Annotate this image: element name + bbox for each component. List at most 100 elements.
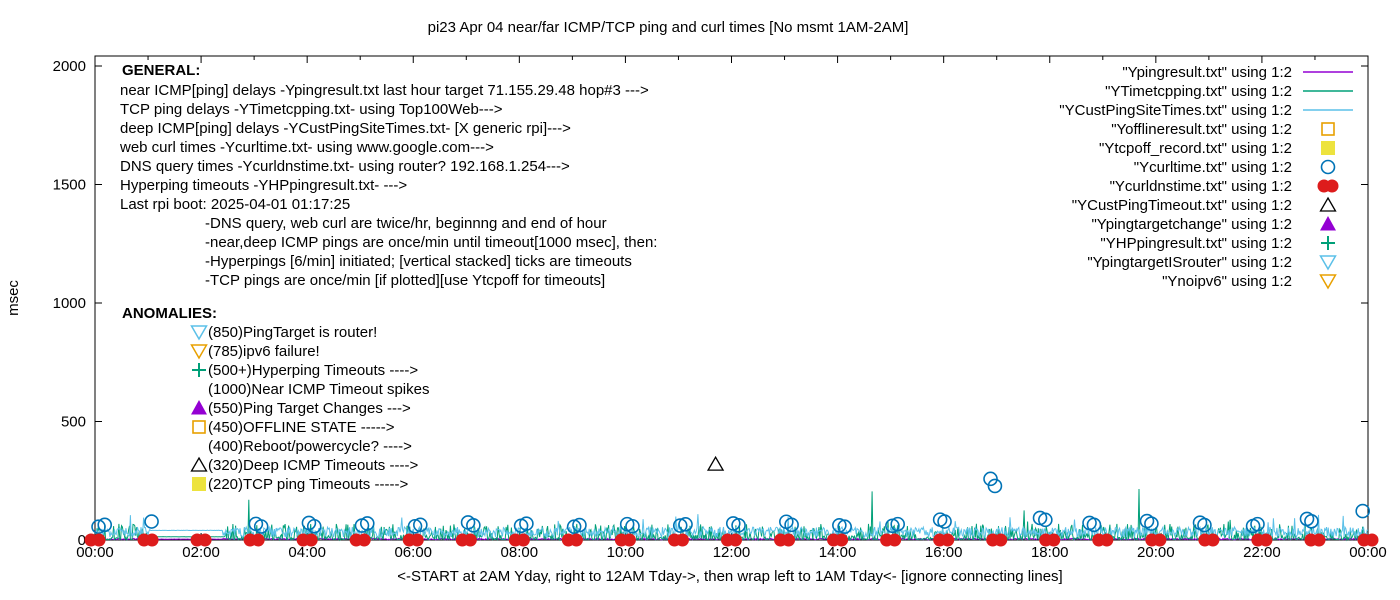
circle-open-marker bbox=[1038, 512, 1053, 528]
x-tick-label: 06:00 bbox=[394, 544, 432, 561]
anomaly-item-label: (220)TCP ping Timeouts -----> bbox=[208, 476, 408, 493]
circle-open-marker bbox=[837, 519, 852, 535]
legend-entry: "Ypingtargetchange" using 1:2 bbox=[1091, 216, 1336, 233]
circle-filled-marker bbox=[1259, 533, 1273, 547]
legend-entry: "Ycurltime.txt" using 1:2 bbox=[1134, 159, 1336, 176]
square-filled-marker bbox=[1321, 141, 1335, 155]
circle-open-marker bbox=[253, 519, 269, 534]
circle-filled-marker bbox=[835, 533, 849, 547]
general-line: Hyperping timeouts -YHPpingresult.txt- -… bbox=[120, 177, 407, 194]
x-tick-label: 14:00 bbox=[819, 544, 857, 561]
circle-filled-marker bbox=[569, 533, 583, 547]
circle-open-marker bbox=[731, 518, 746, 533]
legend-entry: "Ytcpoff_record.txt" using 1:2 bbox=[1099, 140, 1335, 157]
anomalies-heading: ANOMALIES: bbox=[122, 305, 217, 322]
circle-filled-marker bbox=[92, 533, 106, 547]
circle-open-marker bbox=[983, 471, 998, 487]
general-line: deep ICMP[ping] delays -YCustPingSiteTim… bbox=[120, 120, 571, 137]
square-filled-marker bbox=[192, 477, 206, 491]
legend-entry-label: "YCustPingSiteTimes.txt" using 1:2 bbox=[1059, 102, 1292, 119]
triangle-filled-marker bbox=[1320, 216, 1336, 231]
circle-open-marker bbox=[1250, 516, 1265, 532]
x-tick-label: 04:00 bbox=[288, 544, 326, 561]
plot-area: 0 500 1000 1500 2000 00:00 02:00 04:00 06:00 08:0… bbox=[53, 55, 1387, 561]
legend-entry-label: "Yofflineresult.txt" using 1:2 bbox=[1111, 121, 1292, 138]
y-tick-label: 2000 bbox=[53, 58, 86, 75]
triangle-down-open-marker bbox=[1319, 255, 1337, 271]
square-open-marker bbox=[192, 420, 206, 434]
axis-ticks: 0 500 1000 1500 2000 00:00 02:00 04:00 06:00 08:0… bbox=[53, 56, 1387, 561]
circle-open-marker bbox=[1304, 513, 1319, 529]
circle-open-marker bbox=[672, 518, 688, 533]
circle-open-marker bbox=[407, 518, 423, 534]
circle-filled-marker bbox=[888, 533, 902, 547]
circle-open-marker bbox=[144, 514, 159, 529]
general-line: TCP ping delays -YTimetcpping.txt- using… bbox=[120, 101, 503, 118]
circle-filled-marker bbox=[941, 533, 955, 547]
circle-filled-marker bbox=[994, 533, 1008, 547]
series-points-dns bbox=[84, 533, 1379, 547]
circle-open-marker bbox=[306, 518, 322, 534]
legend-entry-label: "YpingtargetISrouter" using 1:2 bbox=[1087, 254, 1292, 271]
circle-filled-marker bbox=[516, 533, 530, 547]
circle-open-marker bbox=[784, 517, 799, 533]
triangle-open-marker bbox=[706, 455, 725, 471]
circle-open-marker bbox=[359, 516, 375, 531]
legend-entry-label: "Ypingtargetchange" using 1:2 bbox=[1091, 216, 1292, 233]
circle-filled-marker bbox=[1153, 533, 1167, 547]
circle-filled-marker bbox=[410, 533, 424, 547]
square-open-marker bbox=[1321, 122, 1335, 136]
anomaly-item-label: (400)Reboot/powercycle? ----> bbox=[208, 438, 412, 455]
x-axis-label: <-START at 2AM Yday, right to 12AM Tday-… bbox=[397, 568, 1062, 585]
circle-filled-marker bbox=[304, 533, 318, 547]
circle-open-marker bbox=[987, 478, 1003, 494]
general-line: near ICMP[ping] delays -Ypingresult.txt … bbox=[120, 82, 649, 99]
circle-open-marker bbox=[832, 518, 847, 533]
general-block: GENERAL: near ICMP[ping] delays -Ypingres… bbox=[119, 62, 657, 289]
circle-open-marker bbox=[678, 517, 693, 532]
anomalies-block: ANOMALIES: (850)PingTarget is router! bbox=[122, 305, 377, 491]
circle-open-marker bbox=[1086, 517, 1102, 533]
anomaly-item-label: (320)Deep ICMP Timeouts ----> bbox=[208, 457, 418, 474]
legend: "Ypingresult.txt" using 1:2 "YTimetcpping… bbox=[1059, 64, 1353, 290]
legend-entry-label: "Ynoipv6" using 1:2 bbox=[1162, 273, 1292, 290]
circle-open-marker bbox=[413, 517, 428, 533]
circle-filled-marker bbox=[622, 533, 636, 547]
circle-open-marker bbox=[1197, 517, 1212, 533]
legend-entry: "Ycurldnstime.txt" using 1:2 bbox=[1110, 178, 1339, 195]
legend-entry: "YCustPingTimeout.txt" using 1:2 bbox=[1072, 196, 1337, 214]
legend-entry-label: "YHPpingresult.txt" using 1:2 bbox=[1100, 235, 1292, 252]
legend-entry-label: "YTimetcpping.txt" using 1:2 bbox=[1105, 83, 1292, 100]
anomaly-item-label: (450)OFFLINE STATE -----> bbox=[208, 419, 395, 436]
x-tick-label: 20:00 bbox=[1137, 544, 1175, 561]
x-tick-label: 00:00 bbox=[1349, 544, 1387, 561]
x-tick-label: 16:00 bbox=[925, 544, 963, 561]
general-line: web curl times -Ycurltime.txt- using www… bbox=[119, 139, 494, 156]
circle-open-marker bbox=[1144, 516, 1159, 531]
circle-filled-marker bbox=[145, 533, 159, 547]
legend-entry-label: "Ycurltime.txt" using 1:2 bbox=[1134, 159, 1292, 176]
circle-filled-marker bbox=[1100, 533, 1114, 547]
x-tick-label: 00:00 bbox=[76, 544, 114, 561]
legend-entry: "Yofflineresult.txt" using 1:2 bbox=[1111, 121, 1335, 138]
anomaly-item-label: (785)ipv6 failure! bbox=[208, 343, 320, 360]
general-line: DNS query times -Ycurldnstime.txt- using… bbox=[120, 158, 570, 175]
x-tick-label: 18:00 bbox=[1031, 544, 1069, 561]
anomaly-item-label: (1000)Near ICMP Timeout spikes bbox=[208, 381, 429, 398]
circle-filled-marker bbox=[251, 533, 265, 547]
legend-entry-label: "YCustPingTimeout.txt" using 1:2 bbox=[1072, 197, 1292, 214]
circle-filled-marker bbox=[1206, 533, 1220, 547]
general-note: -TCP pings are once/min [if plotted][use… bbox=[205, 272, 605, 289]
triangle-open-marker bbox=[1319, 196, 1337, 212]
circle-open-marker bbox=[890, 516, 905, 532]
legend-entry-label: "Ycurldnstime.txt" using 1:2 bbox=[1110, 178, 1292, 195]
triangle-down-open-marker bbox=[190, 344, 208, 360]
circle-open-marker bbox=[1320, 159, 1336, 175]
y-tick-label: 1500 bbox=[53, 177, 86, 194]
circle-open-marker bbox=[519, 516, 534, 531]
y-tick-label: 0 bbox=[78, 532, 86, 549]
circle-filled-marker bbox=[1047, 533, 1061, 547]
anomaly-item-label: (550)Ping Target Changes ---> bbox=[208, 400, 411, 417]
